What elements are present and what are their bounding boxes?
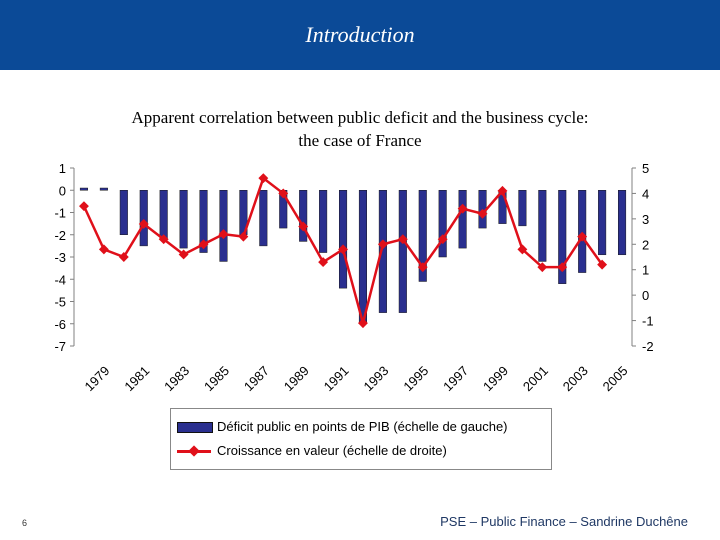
- right-tick-label: -1: [642, 314, 654, 329]
- bar-deficit: [398, 190, 407, 313]
- growth-marker: [238, 231, 249, 242]
- left-tick-label: -1: [54, 206, 66, 221]
- x-tick-label: 2003: [560, 363, 591, 394]
- left-tick-label: -6: [54, 317, 66, 332]
- left-tick-label: -2: [54, 228, 66, 243]
- chart-title-line-1: Apparent correlation between public defi…: [131, 108, 589, 127]
- bar-deficit: [219, 190, 228, 262]
- growth-marker: [138, 218, 149, 229]
- left-tick-label: -5: [54, 295, 66, 310]
- left-tick-label: -4: [54, 272, 66, 287]
- x-tick-label: 1993: [360, 363, 391, 394]
- footer-text: PSE – Public Finance – Sandrine Duchêne: [440, 514, 688, 529]
- growth-marker: [338, 244, 348, 255]
- bar-deficit: [179, 190, 188, 249]
- left-tick-label: -3: [54, 250, 66, 265]
- x-tick-label: 1985: [201, 363, 232, 394]
- header-title: Introduction: [305, 22, 415, 47]
- bar-deficit: [99, 187, 108, 191]
- legend-label-deficit: Déficit public en points de PIB (échelle…: [217, 419, 508, 434]
- growth-marker: [517, 244, 528, 255]
- growth-marker: [437, 234, 448, 245]
- bar-deficit: [518, 190, 527, 227]
- growth-marker: [98, 244, 109, 255]
- bar-deficit: [458, 190, 467, 249]
- right-tick-label: 1: [642, 263, 649, 278]
- bar-deficit: [79, 187, 89, 191]
- bar-deficit: [319, 190, 328, 253]
- right-tick-label: 4: [642, 186, 649, 201]
- right-tick-label: 3: [642, 212, 649, 227]
- growth-marker: [298, 221, 309, 232]
- chart-title: Apparent correlation between public defi…: [40, 106, 680, 152]
- legend-swatch-bar: [177, 422, 213, 433]
- growth-marker: [537, 262, 548, 273]
- x-tick-label: 1989: [281, 363, 312, 394]
- chart: 1 0 -1 -2 -3 -4 -5 -6 -7 5 4 3 2 1 0 -1 -2 1979 1981 1983 19…: [54, 161, 654, 394]
- growth-marker: [577, 231, 588, 242]
- x-tick-label: 2005: [600, 363, 631, 394]
- right-tick-label: -2: [642, 339, 654, 354]
- x-tick-label: 1983: [161, 363, 192, 394]
- legend-label-growth: Croissance en valeur (échelle de droite): [217, 443, 447, 458]
- bar-deficit: [259, 190, 268, 247]
- right-tick-label: 2: [642, 237, 649, 252]
- bar-deficit: [598, 190, 607, 256]
- left-tick-label: 0: [59, 183, 66, 198]
- bar-deficit: [617, 190, 627, 256]
- growth-marker: [198, 239, 209, 250]
- header-bar: Introduction: [0, 0, 720, 70]
- page-number: 6: [22, 518, 28, 528]
- bar-deficit: [578, 190, 587, 273]
- bar-deficit: [159, 190, 168, 240]
- growth-marker: [178, 249, 189, 260]
- x-tick-label: 1995: [400, 363, 431, 394]
- x-tick-label: 1981: [121, 363, 152, 394]
- growth-marker: [218, 229, 229, 240]
- bar-deficit: [139, 190, 148, 247]
- x-tick-label: 1999: [480, 363, 511, 394]
- right-tick-label: 5: [642, 161, 649, 176]
- chart-title-line-2: the case of France: [298, 131, 422, 150]
- bar-deficit: [199, 190, 208, 253]
- growth-marker: [597, 259, 608, 270]
- bar-deficit: [358, 190, 368, 324]
- growth-marker: [79, 201, 89, 212]
- growth-marker: [557, 262, 568, 273]
- bar-deficit: [299, 190, 308, 242]
- x-tick-label: 1997: [440, 363, 471, 394]
- bar-deficit: [378, 190, 387, 313]
- growth-marker: [158, 234, 169, 245]
- left-tick-label: -7: [54, 339, 66, 354]
- x-tick-label: 1991: [321, 363, 352, 394]
- left-tick-label: 1: [59, 161, 66, 176]
- bar-deficit: [558, 190, 567, 284]
- growth-marker: [397, 234, 408, 245]
- x-tick-label: 1979: [81, 363, 112, 394]
- x-tick-label: 2001: [520, 363, 551, 394]
- x-tick-label: 1987: [241, 363, 272, 394]
- right-tick-label: 0: [642, 288, 649, 303]
- bar-deficit: [438, 190, 447, 258]
- bar-deficit: [418, 190, 427, 282]
- legend: Déficit public en points de PIB (échelle…: [170, 408, 552, 470]
- legend-swatch-marker: [188, 445, 200, 457]
- bar-deficit: [338, 190, 348, 289]
- bar-deficit: [119, 190, 128, 235]
- bar-deficit: [538, 190, 547, 262]
